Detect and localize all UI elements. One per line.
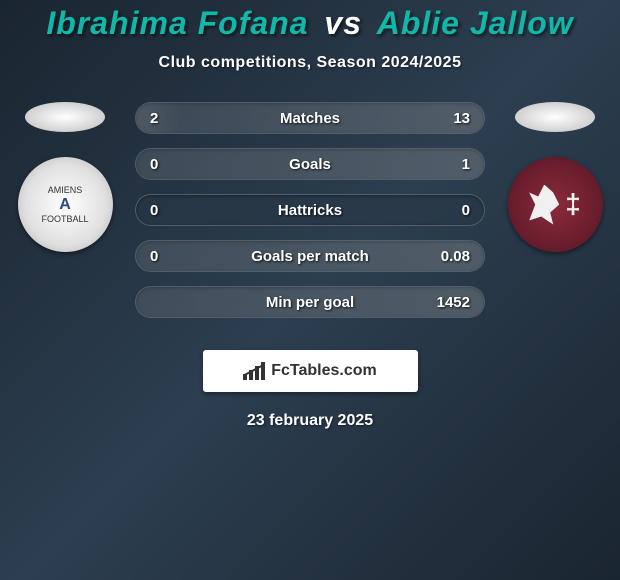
player1-silhouette-icon xyxy=(25,102,105,132)
brand-box[interactable]: FcTables.com xyxy=(203,350,418,392)
stat-label: Goals per match xyxy=(136,248,484,265)
stat-value-right: 1452 xyxy=(437,294,470,311)
left-side: AMIENS A FOOTBALL xyxy=(10,102,120,252)
club-right-crest-icon: ‡ xyxy=(508,157,603,252)
right-side: ‡ xyxy=(500,102,610,252)
griffin-icon xyxy=(529,185,559,225)
player2-silhouette-icon xyxy=(515,102,595,132)
subtitle: Club competitions, Season 2024/2025 xyxy=(0,54,620,72)
stat-value-right: 0.08 xyxy=(441,248,470,265)
player2-name: Ablie Jallow xyxy=(377,5,574,41)
club-left-crest-icon: AMIENS A FOOTBALL xyxy=(18,157,113,252)
vs-separator: vs xyxy=(324,5,362,41)
brand-chart-icon xyxy=(243,362,265,380)
stat-row: 0Goals1 xyxy=(135,148,485,180)
body-row: AMIENS A FOOTBALL 2Matches130Goals10Hatt… xyxy=(0,102,620,332)
comparison-title: Ibrahima Fofana vs Ablie Jallow xyxy=(0,5,620,42)
player1-name: Ibrahima Fofana xyxy=(46,5,308,41)
stat-row: 2Matches13 xyxy=(135,102,485,134)
stat-row: 0Goals per match0.08 xyxy=(135,240,485,272)
club-right-inner: ‡ xyxy=(529,185,581,225)
stat-label: Matches xyxy=(136,110,484,127)
stat-row: Min per goal1452 xyxy=(135,286,485,318)
stat-value-right: 0 xyxy=(462,202,470,219)
stat-label: Goals xyxy=(136,156,484,173)
stat-label: Min per goal xyxy=(136,294,484,311)
stat-row: 0Hattricks0 xyxy=(135,194,485,226)
club-left-label: AMIENS A FOOTBALL xyxy=(41,186,88,224)
stat-value-right: 13 xyxy=(453,110,470,127)
stat-label: Hattricks xyxy=(136,202,484,219)
cross-lorraine-icon: ‡ xyxy=(565,196,581,213)
brand-text: FcTables.com xyxy=(271,362,377,380)
stat-value-right: 1 xyxy=(462,156,470,173)
club-left-label-top: AMIENS xyxy=(41,186,88,195)
infographic-container: Ibrahima Fofana vs Ablie Jallow Club com… xyxy=(0,0,620,580)
club-left-logo-letter: A xyxy=(41,197,88,213)
club-left-label-bottom: FOOTBALL xyxy=(41,215,88,224)
stats-column: 2Matches130Goals10Hattricks00Goals per m… xyxy=(120,102,500,332)
date-label: 23 february 2025 xyxy=(0,412,620,430)
